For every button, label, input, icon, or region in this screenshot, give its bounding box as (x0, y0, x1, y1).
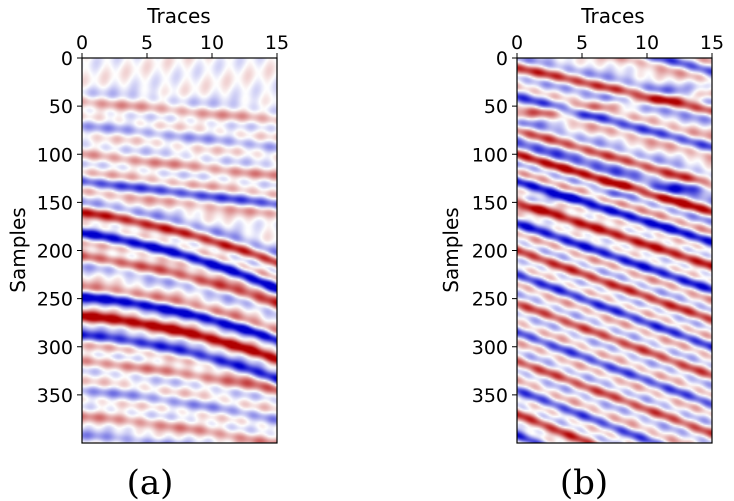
panel-a-y-tick-label: 250 (37, 289, 73, 311)
panel-b-y-tick-label: 350 (472, 385, 508, 407)
panel-b-x-tick-label: 0 (511, 32, 523, 54)
panel-b-y-tick-label: 0 (496, 48, 508, 70)
panel-a: Traces Samples 0 5 10 15 0 50 100 150 200 250 300… (6, 4, 289, 501)
panel-a-x-tick-label: 15 (265, 32, 289, 54)
panel-b-y-tick-label: 250 (472, 289, 508, 311)
panel-b-heatmap (517, 58, 712, 443)
panel-b-y-tick-label: 100 (472, 144, 508, 166)
panel-b-xlabel: Traces (580, 4, 644, 28)
panel-a-xlabel: Traces (146, 4, 210, 28)
panel-b-y-tick-label: 150 (472, 192, 508, 214)
panel-b-x-tick-label: 10 (635, 32, 659, 54)
panel-b: Traces Samples 0 5 10 15 0 50 100 150 200 250 300… (439, 4, 724, 501)
panel-a-y-ticks: 0 50 100 150 200 250 300 350 (37, 48, 82, 407)
panel-a-y-tick-label: 300 (37, 337, 73, 359)
panel-a-y-tick-label: 100 (37, 144, 73, 166)
panel-a-caption: (a) (127, 463, 174, 501)
panel-b-x-tick-label: 15 (700, 32, 724, 54)
panel-b-y-tick-label: 50 (484, 96, 508, 118)
panel-b-x-tick-label: 5 (576, 32, 588, 54)
panel-b-y-ticks: 0 50 100 150 200 250 300 350 (472, 48, 517, 407)
panel-b-x-ticks: 0 5 10 15 (511, 32, 724, 58)
panel-a-y-tick-label: 150 (37, 192, 73, 214)
panel-b-y-tick-label: 200 (472, 241, 508, 263)
panel-b-caption: (b) (560, 463, 608, 501)
panel-a-y-tick-label: 350 (37, 385, 73, 407)
panel-a-y-tick-label: 0 (61, 48, 73, 70)
panel-b-ylabel: Samples (439, 207, 463, 292)
panel-a-x-tick-label: 5 (141, 32, 153, 54)
panel-a-x-tick-label: 10 (200, 32, 224, 54)
panel-a-ylabel: Samples (6, 207, 30, 292)
panel-b-y-tick-label: 300 (472, 337, 508, 359)
panel-a-x-tick-label: 0 (76, 32, 88, 54)
panel-a-x-ticks: 0 5 10 15 (76, 32, 289, 58)
panel-a-heatmap (82, 58, 277, 443)
panel-a-y-tick-label: 200 (37, 241, 73, 263)
panel-a-y-tick-label: 50 (49, 96, 73, 118)
